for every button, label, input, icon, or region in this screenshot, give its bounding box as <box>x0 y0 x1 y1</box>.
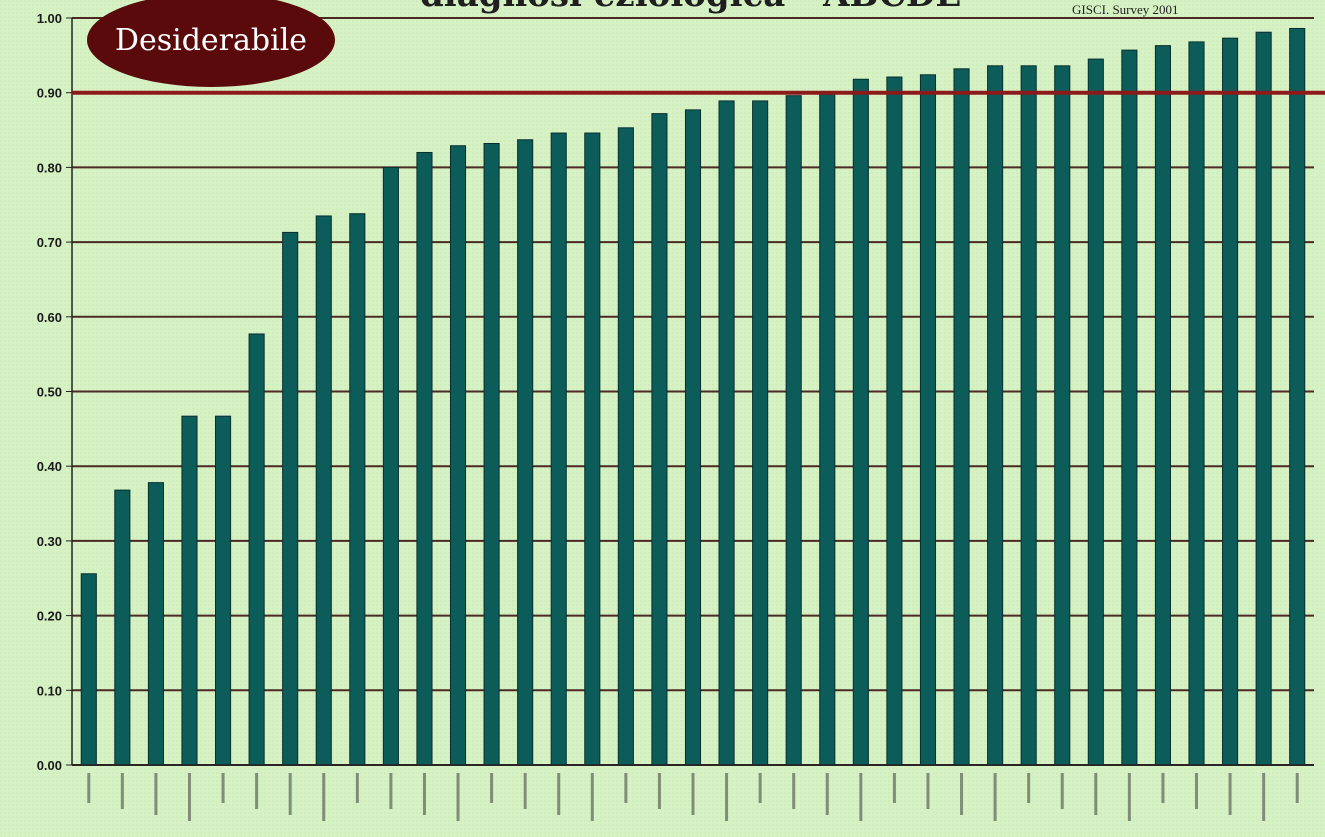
bar <box>953 68 970 766</box>
bar <box>416 151 433 766</box>
category-label-mark <box>322 773 326 821</box>
bar <box>852 78 869 766</box>
category-label-mark <box>657 773 661 809</box>
bar <box>617 127 634 766</box>
chart-credit: GISCI. Survey 2001 <box>1072 2 1179 17</box>
category-label-mark <box>1127 773 1131 821</box>
category-label-mark <box>993 773 997 821</box>
bar <box>1188 41 1205 766</box>
y-tick-label: 0.70 <box>37 235 62 250</box>
bar <box>684 109 702 766</box>
category-label-mark <box>590 773 594 821</box>
category-label-mark <box>691 773 695 815</box>
category-label-mark <box>1262 773 1266 821</box>
bar <box>248 333 265 766</box>
bar <box>483 142 500 766</box>
bar <box>919 74 937 766</box>
category-label-mark <box>154 773 158 815</box>
bar <box>215 415 232 766</box>
category-label-mark <box>758 773 762 803</box>
bar <box>147 482 164 766</box>
bar <box>349 213 366 766</box>
category-label-mark <box>859 773 863 821</box>
bar <box>315 215 332 766</box>
bar <box>382 166 399 766</box>
bar <box>718 100 735 766</box>
category-label-mark <box>926 773 930 809</box>
bar <box>886 76 903 766</box>
y-tick-label: 0.80 <box>37 160 62 175</box>
category-label-mark <box>490 773 494 803</box>
badge-ellipse <box>87 0 335 87</box>
bar <box>282 231 299 766</box>
badge-label: Desiderabile <box>115 23 307 58</box>
bar <box>114 489 131 766</box>
y-tick-label: 0.60 <box>37 310 62 325</box>
bar <box>517 139 534 766</box>
category-label-mark <box>1027 773 1031 803</box>
category-label-mark <box>389 773 393 809</box>
category-label-mark <box>1195 773 1199 809</box>
bar <box>785 95 802 766</box>
category-label-mark <box>557 773 561 815</box>
y-tick-label: 0.00 <box>37 758 62 773</box>
category-label-mark <box>1060 773 1064 809</box>
category-label-mark <box>892 773 896 803</box>
category-label-mark <box>960 773 964 815</box>
bar <box>819 93 836 766</box>
bar <box>449 145 467 766</box>
bar <box>550 132 567 766</box>
category-label-mark <box>187 773 191 821</box>
category-label-mark <box>120 773 124 809</box>
category-label-mark <box>1228 773 1232 815</box>
bar <box>80 573 97 766</box>
y-tick-label: 0.50 <box>37 385 62 400</box>
bar <box>181 415 198 766</box>
category-label-mark <box>355 773 359 803</box>
bar <box>651 113 668 766</box>
y-tick-label: 0.20 <box>37 609 62 624</box>
bar <box>1289 27 1306 766</box>
category-label-mark <box>523 773 527 809</box>
category-label-mark <box>792 773 796 809</box>
category-label-mark <box>1161 773 1165 803</box>
bar <box>1154 45 1171 766</box>
y-tick-label: 0.10 <box>37 683 62 698</box>
bar <box>1020 65 1037 766</box>
bar <box>1087 58 1104 766</box>
category-label-mark <box>725 773 729 821</box>
y-tick-label: 1.00 <box>37 11 62 26</box>
category-label-mark <box>288 773 292 815</box>
bar <box>1255 31 1272 766</box>
bar <box>752 100 769 766</box>
bar <box>987 65 1004 766</box>
y-tick-label: 0.40 <box>37 459 62 474</box>
bar <box>584 132 601 766</box>
y-tick-label: 0.90 <box>37 86 62 101</box>
category-label-mark <box>422 773 426 815</box>
y-tick-label: 0.30 <box>37 534 62 549</box>
category-label-mark <box>825 773 829 815</box>
category-label-mark <box>221 773 225 803</box>
bar <box>1054 65 1071 766</box>
category-label-mark <box>1094 773 1098 815</box>
category-label-mark <box>87 773 91 803</box>
category-label-mark <box>456 773 460 821</box>
bar <box>1121 49 1138 766</box>
category-label-mark <box>255 773 259 809</box>
bar <box>1222 37 1239 766</box>
category-label-mark <box>1295 773 1299 803</box>
chart-title: diagnosi eziologica - ABCDE <box>420 0 961 15</box>
category-label-mark <box>624 773 628 803</box>
